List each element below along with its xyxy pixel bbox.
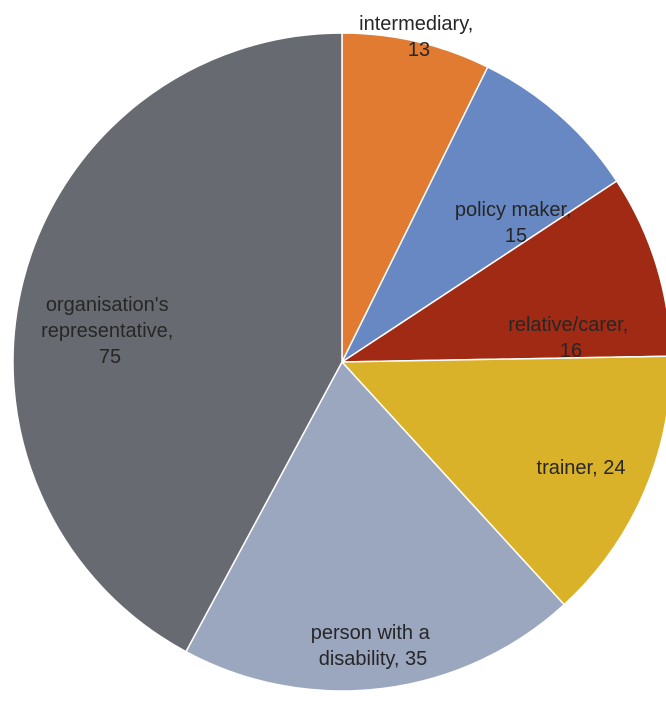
data-label-trainer: trainer, 24 — [537, 457, 626, 479]
data-label-organisations-representative: organisation's representative, 75 — [41, 294, 179, 368]
data-label-policy-maker: policy maker, 15 — [455, 199, 577, 247]
pie-slice-trainer — [340, 355, 666, 606]
data-label-person-with-a-disability: person with a disability, 35 — [311, 622, 436, 670]
pie-slice-relative-carer — [339, 179, 666, 363]
pie-slices — [12, 32, 666, 692]
pie-data-labels: intermediary, 13 policy maker, 15 relati… — [41, 13, 634, 670]
pie-slice-policy-maker — [340, 66, 618, 365]
data-label-intermediary: intermediary, 13 — [359, 13, 479, 61]
data-label-relative-carer: relative/carer, 16 — [508, 314, 634, 362]
pie-slice-organisation-s-representative — [12, 32, 343, 653]
pie-slice-intermediary — [341, 32, 489, 363]
pie-slice-person-with-a-disability — [184, 360, 566, 692]
